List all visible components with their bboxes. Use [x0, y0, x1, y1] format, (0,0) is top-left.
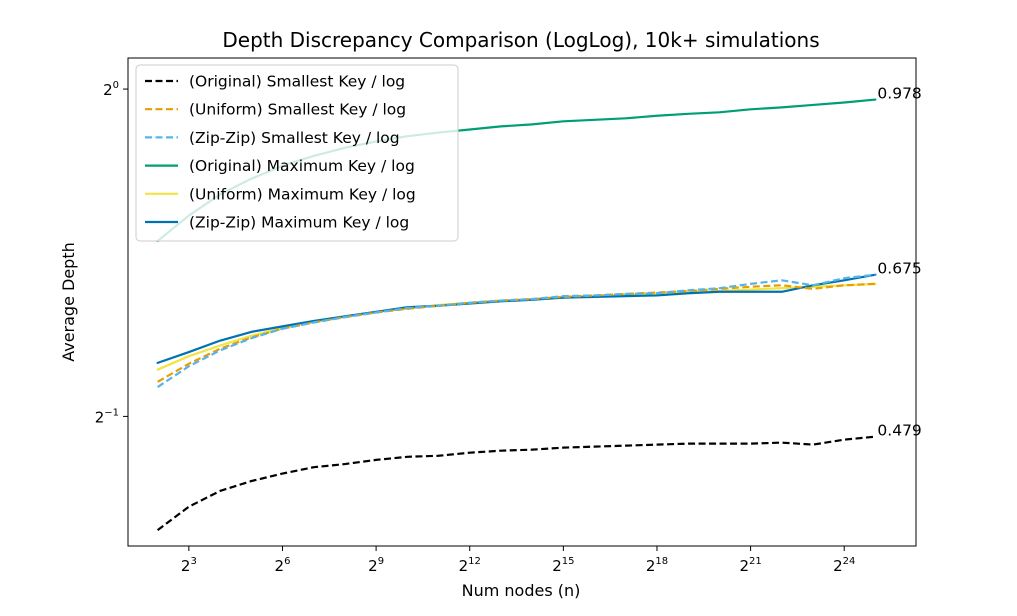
x-tick-label: 23	[181, 556, 197, 575]
y-axis-label: Average Depth	[59, 242, 78, 362]
legend-label: (Uniform) Maximum Key / log	[189, 185, 416, 203]
legend: (Original) Smallest Key / log (Uniform) S…	[135, 64, 459, 242]
legend-label: (Original) Smallest Key / log	[189, 73, 405, 91]
chart-title: Depth Discrepancy Comparison (LogLog), 1…	[222, 28, 819, 52]
end-label-2: 0.675	[877, 260, 921, 278]
y-axis: 20 2−1	[95, 80, 128, 426]
x-tick-label: 215	[552, 556, 574, 575]
x-tick-label: 29	[368, 556, 384, 575]
x-tick-label: 224	[833, 556, 855, 575]
legend-label: (Original) Maximum Key / log	[189, 157, 415, 175]
legend-entries: (Original) Smallest Key / log (Uniform) S…	[145, 73, 416, 232]
end-label-3: 0.479	[877, 422, 921, 440]
x-tick-label: 221	[739, 556, 761, 575]
x-tick-label: 26	[275, 556, 291, 575]
series-line-2	[157, 282, 876, 383]
legend-box	[135, 64, 459, 242]
legend-label: (Zip-Zip) Smallest Key / log	[189, 129, 400, 147]
x-axis: 23 26 29 212 215 218 221 224	[181, 546, 855, 575]
x-axis-label: Num nodes (n)	[462, 581, 581, 600]
legend-label: (Zip-Zip) Maximum Key / log	[189, 214, 409, 232]
y-tick-label: 20	[103, 80, 119, 99]
y-tick-label: 2−1	[95, 407, 119, 426]
plot-frame	[127, 57, 917, 547]
end-labels: 0.978 0.675 0.479	[877, 85, 921, 440]
end-label-1: 0.978	[877, 85, 921, 103]
legend-label: (Uniform) Smallest Key / log	[189, 101, 406, 119]
x-tick-label: 218	[646, 556, 668, 575]
x-tick-label: 212	[459, 556, 481, 575]
series-line-3	[157, 273, 876, 389]
series-line-1	[156, 435, 876, 531]
